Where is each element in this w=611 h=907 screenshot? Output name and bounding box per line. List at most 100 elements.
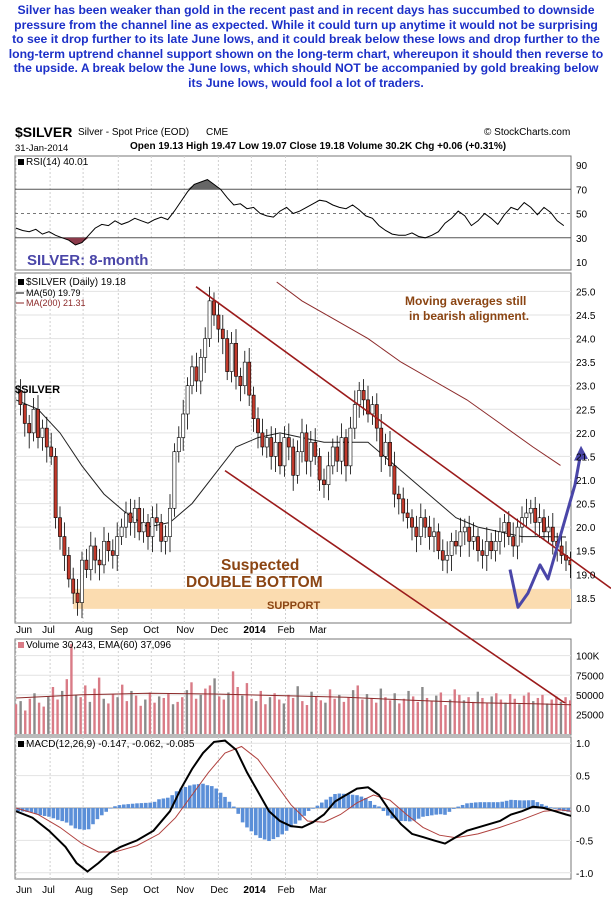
volume-bar <box>51 687 55 734</box>
price-candle-body <box>238 375 243 387</box>
volume-bar <box>518 704 521 734</box>
volume-bar <box>435 695 438 734</box>
volume-bar <box>194 698 198 734</box>
volume-bar <box>416 701 419 734</box>
volume-bar <box>213 678 216 734</box>
price-candle-body <box>198 357 203 382</box>
volume-bar <box>222 699 226 734</box>
price-candle-body <box>31 408 36 434</box>
volume-bar <box>19 701 22 734</box>
price-candle-body <box>352 404 357 429</box>
volume-bar <box>541 694 544 734</box>
macd-histogram-bar <box>403 808 408 822</box>
price-y-tick: 19.5 <box>576 547 596 558</box>
projection-path <box>508 451 583 609</box>
price-candle-body <box>511 536 516 547</box>
volume-bar <box>504 702 507 734</box>
volume-bar <box>448 699 452 734</box>
price-chart-title: SILVER: 8-month <box>27 252 148 269</box>
volume-bar <box>513 698 516 734</box>
price-candle-body <box>291 446 296 476</box>
price-candle-body <box>396 493 401 500</box>
macd-histogram-bar <box>381 808 386 812</box>
x-tick-label: Sep <box>110 885 128 896</box>
rsi-oversold-fill <box>16 237 564 245</box>
macd-histogram-bar <box>368 801 372 808</box>
price-candle-body <box>515 526 520 547</box>
price-candle-body <box>128 512 133 523</box>
volume-bar <box>495 693 498 734</box>
volume-bar <box>305 705 309 734</box>
x-tick-label: 2014 <box>243 625 266 636</box>
macd-histogram-bar <box>289 808 293 828</box>
volume-bar <box>467 697 470 734</box>
volume-bar <box>199 694 202 734</box>
price-candle-body <box>185 385 190 415</box>
volume-bar <box>171 704 175 734</box>
price-candle-body <box>71 578 76 594</box>
volume-bar <box>453 689 456 734</box>
volume-bar <box>324 702 327 734</box>
macd-histogram-bar <box>394 808 399 820</box>
volume-bar <box>167 693 170 734</box>
price-candle-body <box>335 446 340 462</box>
price-candle-body <box>176 437 181 453</box>
volume-bar <box>384 697 387 734</box>
volume-bar <box>351 690 355 734</box>
volume-bar <box>407 690 410 734</box>
macd-histogram-bar <box>148 802 152 808</box>
price-candle-body <box>568 559 571 566</box>
price-candle-body <box>163 536 168 542</box>
volume-bar <box>70 643 73 734</box>
macd-histogram-bar <box>482 802 487 808</box>
price-candle-body <box>40 427 45 438</box>
macd-histogram-bar <box>69 808 73 826</box>
commentary-text: Silver has been weaker than gold in the … <box>8 3 604 90</box>
macd-histogram-bar <box>548 807 553 808</box>
macd-histogram-bar <box>372 804 377 808</box>
volume-bar <box>338 694 341 734</box>
price-candle-body <box>150 517 155 537</box>
macd-histogram-bar <box>29 808 34 813</box>
ma-alignment-note-line-2: in bearish alignment. <box>409 309 529 323</box>
macd-y-tick: -0.5 <box>576 836 594 847</box>
price-y-tick: 21.5 <box>576 452 596 463</box>
price-legend-swatch <box>18 279 24 285</box>
macd-y-tick: -1.0 <box>576 869 594 880</box>
macd-histogram-bar <box>408 808 412 822</box>
macd-histogram-bar <box>86 808 91 830</box>
price-candle-body <box>467 526 472 542</box>
volume-y-tick: 100K <box>576 652 600 663</box>
volume-bar <box>278 699 281 734</box>
price-candle-body <box>84 559 89 570</box>
price-candle-body <box>506 522 511 537</box>
volume-bar <box>375 702 378 734</box>
macd-histogram-bar <box>364 797 368 808</box>
price-candle-body <box>493 540 498 552</box>
macd-histogram-bar <box>122 804 126 808</box>
chart-symbol: $SILVER <box>15 124 73 140</box>
volume-bar <box>425 697 429 734</box>
volume-bar <box>28 698 32 734</box>
volume-bar <box>93 688 96 734</box>
macd-histogram-bar <box>157 799 161 808</box>
price-candle-body <box>388 441 392 467</box>
volume-title: Volume 30,243, EMA(60) 37,096 <box>26 640 172 651</box>
macd-histogram-bar <box>535 802 540 808</box>
macd-histogram-bar <box>443 808 447 815</box>
volume-bar <box>398 703 401 734</box>
volume-bar <box>185 690 189 734</box>
price-candle-body <box>102 540 106 566</box>
price-candle-body <box>573 565 576 566</box>
rsi-title: RSI(14) 40.01 <box>26 157 89 168</box>
volume-bar <box>88 701 92 734</box>
price-candle-body <box>440 550 445 561</box>
macd-signal-line <box>15 745 571 853</box>
macd-histogram-bar <box>214 788 218 808</box>
macd-histogram-bar <box>262 808 267 840</box>
volume-bar <box>522 695 526 734</box>
volume-bar <box>84 685 87 734</box>
price-candle-body <box>405 512 410 519</box>
x-tick-label: Dec <box>210 885 228 896</box>
